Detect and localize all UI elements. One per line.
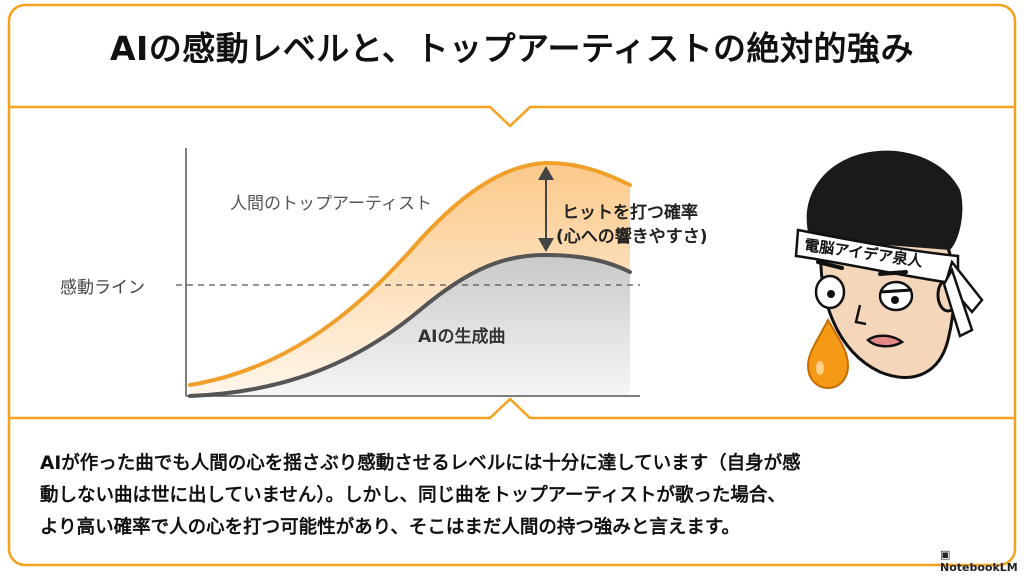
human-top-artist-curve	[188, 160, 632, 387]
character-illustration	[794, 150, 984, 390]
bottom-curve-label: AIの生成曲	[418, 327, 506, 347]
gap-double-arrow	[538, 166, 554, 252]
description: AIが作った曲でも人間の心を揺さぶり感動させるレベルには十分に達しています（自身…	[40, 448, 990, 544]
notebook-icon: ▣	[940, 548, 951, 561]
description-line-1: AIが作った曲でも人間の心を揺さぶり感動させるレベルには十分に達しています（自身…	[40, 453, 801, 474]
description-line-3: より高い確率で人の心を打つ可能性があり、そこはまだ人間の持つ強みと言えます。	[40, 517, 741, 538]
brand-name: NotebookLM	[940, 561, 1018, 574]
brand-logo: ▣ NotebookLM	[940, 548, 1024, 574]
top-curve-label: 人間のトップアーティスト	[230, 194, 432, 214]
description-line-2: 動しない曲は世に出していません）。しかし、同じ曲をトップアーティストが歌った場合…	[40, 485, 786, 506]
ai-generated-curve	[188, 252, 632, 398]
title-separator	[9, 105, 1015, 128]
gap-label-line1: ヒットを打つ確率	[562, 203, 698, 223]
gap-label-line2: (心への響きやすさ)	[556, 227, 708, 247]
slide-title: AIの感動レベルと、トップアーティストの絶対的強み	[109, 29, 915, 68]
threshold-label: 感動ライン	[60, 278, 145, 298]
description-separator	[9, 397, 1015, 420]
ai-curve-area	[190, 255, 630, 396]
